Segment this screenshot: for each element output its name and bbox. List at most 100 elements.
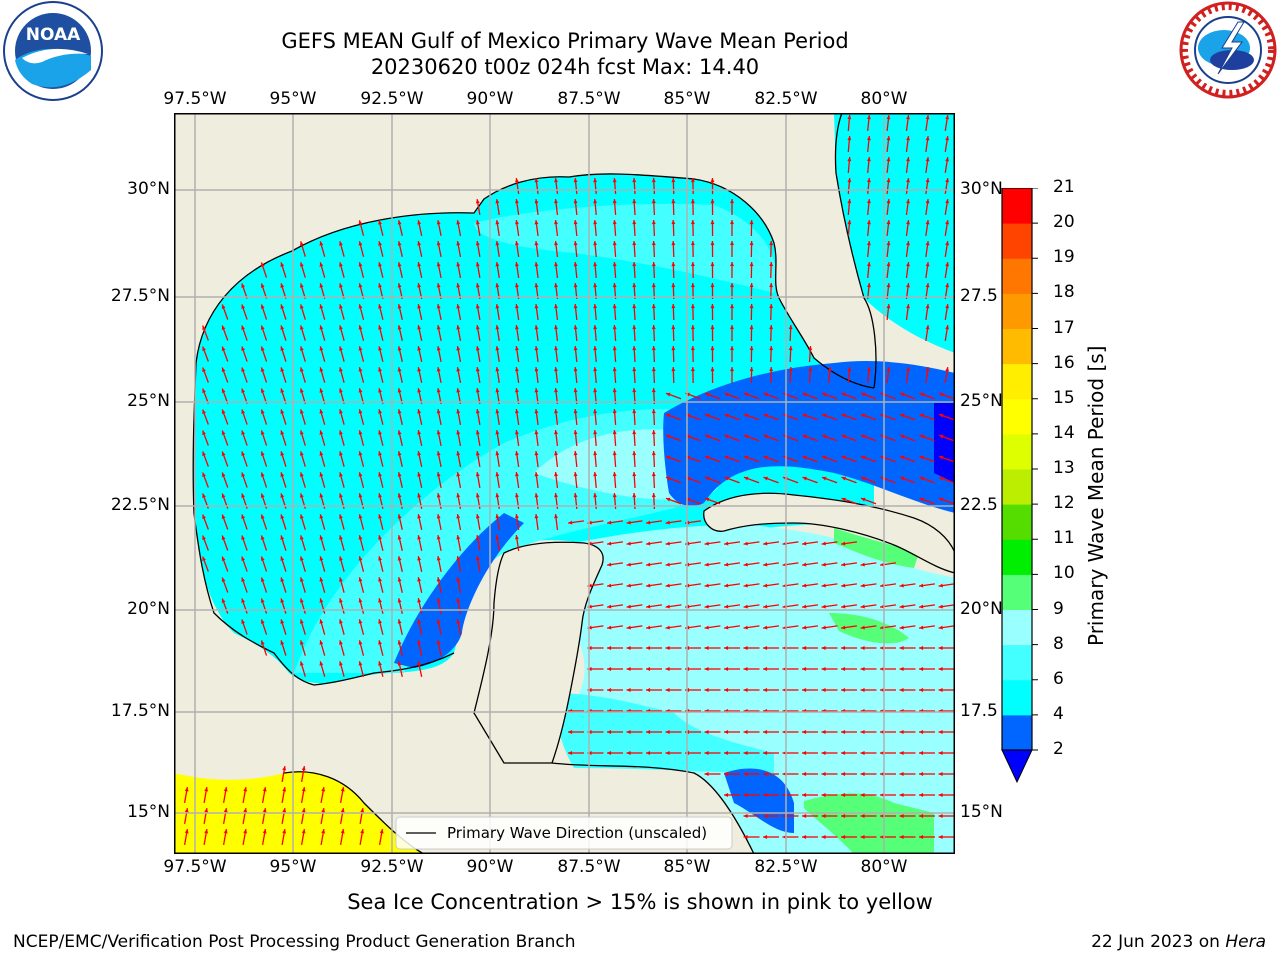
- wave-arrow: [749, 345, 754, 363]
- wave-arrow: [456, 220, 462, 236]
- wave-arrow: [299, 388, 306, 404]
- x-tick-bottom: 90°W: [466, 857, 514, 877]
- wave-arrow: [475, 304, 481, 320]
- wave-arrow: [436, 220, 442, 236]
- wave-arrow: [919, 413, 935, 421]
- wave-arrow: [651, 366, 656, 384]
- wave-arrow: [724, 413, 740, 421]
- wave-arrow: [475, 325, 481, 341]
- wave-arrow: [260, 409, 268, 425]
- colorbar-tick-label: 6: [1053, 668, 1064, 689]
- wave-arrow: [397, 220, 403, 236]
- y-tick-left: 15°N: [127, 802, 170, 822]
- wave-arrow: [222, 808, 228, 824]
- wave-arrow: [632, 303, 637, 321]
- wave-arrow: [339, 640, 345, 656]
- wave-arrow: [475, 430, 481, 446]
- wave-arrow: [495, 303, 500, 321]
- wave-arrow: [280, 388, 287, 404]
- wave-arrow: [802, 730, 818, 734]
- wave-arrow: [261, 829, 267, 845]
- wave-arrow: [651, 324, 656, 342]
- wave-arrow: [281, 766, 287, 782]
- wave-arrow: [319, 325, 326, 341]
- wave-arrow: [554, 219, 559, 237]
- y-tick-right: 30°N: [960, 179, 1003, 199]
- wave-arrow: [436, 283, 442, 299]
- wave-arrow: [671, 366, 676, 384]
- wave-arrow: [821, 751, 838, 755]
- wave-arrow: [280, 472, 287, 488]
- wave-arrow: [475, 346, 481, 362]
- wave-arrow: [821, 604, 838, 609]
- wave-arrow: [221, 451, 229, 467]
- wave-arrow: [514, 408, 520, 426]
- wave-arrow: [749, 219, 754, 237]
- wave-arrow: [925, 303, 930, 321]
- wave-arrow: [743, 583, 760, 588]
- wave-arrow: [514, 240, 520, 258]
- wave-arrow: [221, 388, 229, 404]
- wave-arrow: [651, 198, 656, 216]
- wave-arrow: [359, 808, 365, 824]
- wave-arrow: [880, 730, 896, 734]
- wave-arrow: [763, 476, 779, 484]
- wave-arrow: [358, 451, 365, 467]
- wave-arrow: [938, 835, 955, 839]
- wave-arrow: [899, 814, 916, 818]
- wave-arrow: [710, 219, 715, 237]
- wave-arrow: [905, 177, 910, 195]
- wave-arrow: [632, 177, 637, 195]
- x-tick-top: 97.5°W: [163, 89, 227, 109]
- wave-arrow: [436, 367, 442, 383]
- wave-arrow: [886, 261, 891, 279]
- wave-arrow: [743, 392, 760, 400]
- wave-arrow: [899, 413, 916, 421]
- wave-arrow: [378, 325, 384, 341]
- wave-arrow: [358, 619, 365, 635]
- wave-arrow: [221, 598, 229, 614]
- graticule: [174, 113, 955, 854]
- wave-arrow: [397, 619, 403, 635]
- wave-arrow: [319, 346, 326, 362]
- wave-arrow: [821, 562, 838, 567]
- wave-arrow: [743, 604, 760, 609]
- wave-arrow: [847, 219, 852, 237]
- wave-arrow: [612, 366, 617, 384]
- wave-arrow: [821, 392, 838, 400]
- wave-arrow: [612, 408, 617, 426]
- x-tick-top: 82.5°W: [754, 89, 818, 109]
- wave-arrow: [690, 240, 695, 258]
- wave-arrow: [626, 646, 643, 650]
- wave-arrow: [378, 346, 384, 362]
- wave-arrow: [646, 751, 662, 755]
- wave-arrow: [319, 388, 326, 404]
- wave-arrow: [319, 577, 326, 593]
- wave-arrow: [183, 829, 189, 845]
- wave-arrow: [203, 829, 209, 845]
- wave-arrow: [280, 325, 287, 341]
- wave-arrow: [573, 324, 578, 342]
- y-tick-right: 20°N: [960, 599, 1003, 619]
- wave-arrow: [821, 541, 838, 546]
- wave-arrow: [222, 787, 228, 803]
- wave-arrow: [743, 434, 760, 442]
- colorbar-tick-label: 21: [1053, 177, 1075, 197]
- wave-arrow: [456, 388, 462, 404]
- wave-arrow: [886, 156, 891, 174]
- wave-arrow: [319, 241, 326, 257]
- wave-arrow: [202, 325, 209, 341]
- wave-arrow: [260, 472, 268, 488]
- wave-arrow: [886, 135, 891, 153]
- wave-arrow: [840, 562, 858, 567]
- y-tick-right: 25°N: [960, 391, 1003, 411]
- wave-arrow: [242, 829, 248, 845]
- wave-arrow: [456, 283, 462, 299]
- ice-note: Sea Ice Concentration > 15% is shown in …: [347, 890, 933, 914]
- wave-arrow: [514, 345, 520, 363]
- wave-arrow: [339, 514, 345, 530]
- gulf-north-light: [474, 203, 777, 293]
- wave-arrow: [358, 472, 365, 488]
- wave-arrow: [704, 646, 721, 650]
- wave-arrow: [554, 471, 559, 489]
